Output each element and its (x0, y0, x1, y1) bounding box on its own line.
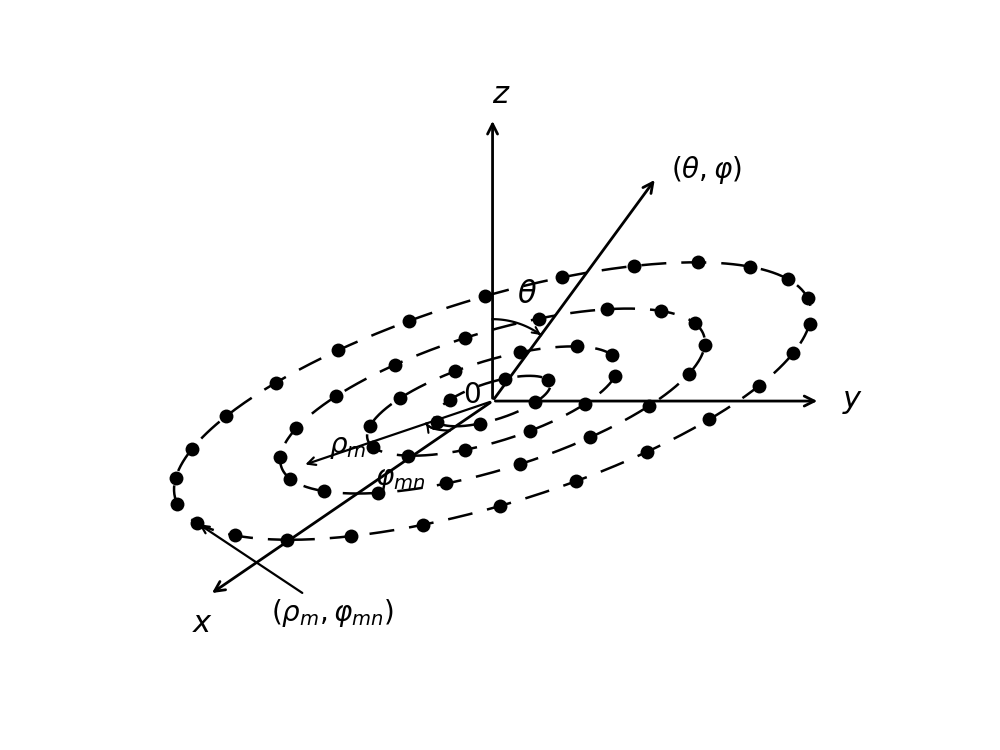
Point (800, 292, 816, 304)
Point (457, 332, 473, 344)
Point (780, 273, 796, 285)
Text: $(\rho_m,\varphi_{mn})$: $(\rho_m,\varphi_{mn})$ (201, 526, 394, 629)
Point (400, 450, 416, 462)
Point (568, 476, 584, 488)
Point (365, 441, 381, 453)
Point (387, 359, 403, 371)
Point (272, 451, 288, 463)
Point (392, 392, 408, 404)
Point (626, 260, 642, 272)
Point (531, 313, 547, 325)
Point (604, 350, 620, 361)
Point (288, 422, 304, 434)
Point (512, 458, 528, 470)
Point (370, 487, 386, 499)
Point (343, 530, 359, 542)
Text: $(\theta,\varphi)$: $(\theta,\varphi)$ (671, 154, 742, 186)
Point (554, 272, 570, 284)
Text: $y$: $y$ (842, 386, 864, 416)
Text: $0$: $0$ (463, 381, 481, 409)
Point (447, 365, 463, 377)
Point (607, 370, 623, 382)
Point (653, 305, 669, 317)
Text: $\varphi_{mn}$: $\varphi_{mn}$ (375, 465, 425, 493)
Point (599, 303, 615, 315)
Point (639, 446, 655, 458)
Text: $\theta$: $\theta$ (517, 280, 537, 310)
Point (527, 397, 543, 409)
Point (690, 256, 706, 268)
Point (641, 400, 657, 412)
Point (742, 261, 758, 273)
Point (268, 376, 284, 388)
Point (401, 315, 417, 327)
Point (415, 519, 431, 531)
Point (279, 534, 295, 546)
Point (184, 442, 200, 454)
Point (512, 346, 528, 358)
Point (540, 374, 556, 386)
Point (168, 472, 184, 484)
Point (218, 410, 234, 422)
Point (697, 340, 713, 352)
Point (472, 418, 488, 430)
Point (569, 340, 585, 352)
Point (457, 444, 473, 456)
Point (362, 420, 378, 432)
Point (429, 416, 445, 428)
Point (497, 373, 513, 385)
Point (328, 390, 344, 402)
Point (316, 485, 332, 497)
Point (582, 431, 598, 443)
Point (169, 498, 185, 510)
Point (577, 398, 593, 410)
Point (477, 290, 493, 302)
Point (492, 500, 508, 512)
Point (681, 368, 697, 380)
Text: $x$: $x$ (192, 610, 213, 638)
Point (802, 318, 818, 330)
Text: $z$: $z$ (492, 80, 511, 110)
Point (687, 317, 703, 329)
Point (189, 517, 205, 529)
Point (522, 424, 538, 436)
Point (438, 478, 454, 490)
Point (330, 344, 346, 356)
Point (751, 380, 767, 392)
Point (227, 530, 243, 542)
Point (701, 413, 717, 425)
Point (442, 394, 458, 406)
Text: $\rho_m$: $\rho_m$ (329, 433, 366, 460)
Point (282, 472, 298, 484)
Point (785, 347, 801, 359)
